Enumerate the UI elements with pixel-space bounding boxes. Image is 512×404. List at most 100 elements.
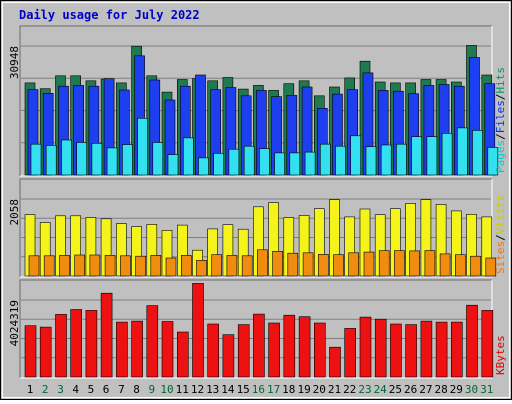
x-tick-label: 28 <box>434 383 447 396</box>
x-tick-label: 15 <box>237 383 250 396</box>
x-axis-labels: 1 2 3 4 5 6 7 8 9 10 11 12 13 14 15 16 17 18 19 20 21 22 23 24 2… <box>27 383 494 396</box>
bar-pages <box>152 142 164 176</box>
bar-kbytes <box>116 321 128 378</box>
panel-visits_sites: 2058 Sites/Visits <box>8 178 507 278</box>
bar-sites <box>348 252 360 277</box>
bar-sites <box>454 254 466 277</box>
bar-sites <box>241 255 253 277</box>
bar-kbytes <box>70 309 82 378</box>
panel-kbytes-box-shadow-edge <box>19 279 492 378</box>
bar-pages <box>122 144 133 176</box>
bar-pages <box>456 127 468 176</box>
bar-sites <box>28 255 40 277</box>
bar-kbytes <box>39 326 52 378</box>
bar-kbytes <box>85 310 98 378</box>
bar-sites <box>74 254 85 277</box>
x-tick-label: 29 <box>450 383 463 396</box>
panel-visits_sites-box-shadow-edge <box>19 178 492 277</box>
x-tick-label: 8 <box>133 383 140 396</box>
bar-pages <box>289 152 301 176</box>
y-max-label: 4024319 <box>8 300 21 346</box>
bar-pages <box>243 145 255 176</box>
bar-pages <box>213 153 224 176</box>
x-tick-label: 23 <box>358 383 371 396</box>
bar-pages <box>304 151 316 176</box>
bar-sites <box>470 255 481 277</box>
bar-pages <box>472 130 483 176</box>
bar-sites <box>196 259 207 277</box>
x-tick-label: 6 <box>103 383 110 396</box>
bar-sites <box>89 254 101 277</box>
bar-pages <box>45 145 57 176</box>
bar-sites <box>485 257 497 277</box>
panel-visits_sites-box-highlight-edge <box>20 179 493 278</box>
legend-entry: / <box>494 94 507 101</box>
legend-entry: Sites <box>494 241 507 274</box>
bar-kbytes <box>450 321 463 378</box>
bar-pages <box>411 136 422 176</box>
bar-pages <box>441 133 453 176</box>
x-tick-label: 2 <box>42 383 49 396</box>
bar-pages <box>380 144 392 176</box>
series-pages <box>30 118 499 176</box>
bar-sites <box>150 255 162 277</box>
bar-kbytes <box>268 322 280 378</box>
x-tick-label: 20 <box>313 383 326 396</box>
bar-pages <box>137 118 148 176</box>
x-tick-label: 13 <box>206 383 219 396</box>
bar-sites <box>272 251 283 277</box>
x-tick-label: 11 <box>176 383 189 396</box>
bar-sites <box>394 250 405 277</box>
bar-sites <box>439 253 451 277</box>
bar-kbytes <box>207 323 219 378</box>
bar-kbytes <box>329 346 341 378</box>
bar-pages <box>335 145 346 176</box>
bar-pages <box>228 148 240 176</box>
bar-kbytes <box>55 314 67 378</box>
bar-sites <box>104 255 116 277</box>
bar-sites <box>257 249 268 277</box>
bar-pages <box>426 136 438 176</box>
x-tick-label: 30 <box>465 383 478 396</box>
x-tick-label: 21 <box>328 383 341 396</box>
bar-sites <box>409 250 420 277</box>
bar-pages <box>259 148 270 176</box>
bar-kbytes <box>237 324 250 378</box>
bar-sites <box>424 250 436 277</box>
bar-pages <box>396 143 407 176</box>
legend-entry: Visits <box>494 195 507 235</box>
bar-kbytes <box>131 320 143 378</box>
x-tick-label: 19 <box>297 383 310 396</box>
bar-pages <box>91 143 103 176</box>
bar-kbytes <box>283 314 296 378</box>
x-tick-label: 24 <box>374 383 388 396</box>
bar-kbytes <box>161 321 174 378</box>
x-tick-label: 22 <box>343 383 356 396</box>
bar-kbytes <box>344 328 357 378</box>
bar-sites <box>378 250 390 277</box>
y-max-label: 30948 <box>8 46 21 79</box>
legend-entry: Hits <box>494 67 507 94</box>
x-tick-label: 10 <box>160 383 173 396</box>
bar-pages <box>274 152 285 176</box>
bar-pages <box>183 137 194 176</box>
x-tick-label: 25 <box>389 383 402 396</box>
bar-sites <box>287 252 299 277</box>
bar-pages <box>350 135 362 176</box>
bar-kbytes <box>24 325 37 378</box>
panel-kbytes: 4024319 KBytes <box>8 279 507 379</box>
x-tick-label: 9 <box>148 383 155 396</box>
bar-pages <box>167 154 179 176</box>
bar-kbytes <box>192 283 204 378</box>
bar-pages <box>106 147 118 176</box>
legend-entry: / <box>494 234 507 241</box>
x-tick-label: 31 <box>480 383 493 396</box>
legend-entry: Files <box>494 100 507 133</box>
bar-kbytes <box>466 304 478 378</box>
bar-kbytes <box>100 292 113 378</box>
chart-panels: 30948Pages/Files/Hits2058Sites/Visits402… <box>8 25 507 379</box>
outer-highlight <box>2 2 510 398</box>
series-sites <box>28 249 497 277</box>
